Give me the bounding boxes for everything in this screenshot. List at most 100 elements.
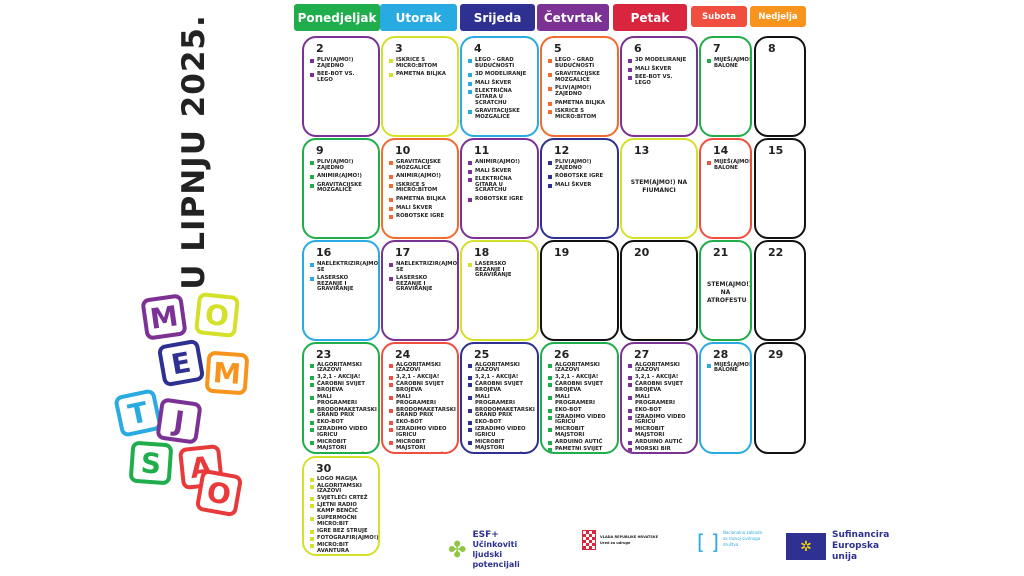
day-cell[interactable]: 26 ALGORITAMSKI IZAZOVI 3,2,1 - AKCIJA! ČAR…	[540, 342, 619, 454]
day-number: 2	[316, 42, 324, 55]
bullet-square-icon	[389, 263, 393, 267]
day-cell[interactable]: 23 ALGORITAMSKI IZAZOVI 3,2,1 - AKCIJA! ČAR…	[302, 342, 380, 454]
activity-label: EKO-BOT	[475, 419, 502, 426]
day-cell[interactable]: 5 LEGO - GRAD BUDUĆNOSTI GRAVITACIJSKE MOZ…	[540, 36, 619, 137]
day-cell[interactable]: 10 GRAVITACIJSKE MOZGALICE ANIMIR(AJMO!) IS…	[381, 138, 459, 239]
activity-item: BRODOMAKETARSKI GRAND PRIX	[310, 407, 377, 419]
bullet-square-icon	[389, 59, 393, 63]
esf-logo: ✤ ESF+ Učinkoviti ljudski potencijali	[448, 530, 542, 570]
day-number: 10	[395, 144, 411, 157]
activity-label: 3D MODELIRANJE	[475, 71, 527, 78]
day-cell[interactable]: 6 3D MODELIRANJE MALI ŠKVER BEE-BOT VS. LEG…	[620, 36, 698, 137]
logo-letter-block: J	[155, 397, 203, 445]
day-number: 20	[634, 246, 650, 259]
day-number: 21	[713, 246, 729, 259]
day-cell[interactable]: 20	[620, 240, 698, 341]
day-number: 9	[316, 144, 324, 157]
activity-label: EKO-BOT	[396, 419, 423, 426]
activity-label: NAELEKTRIZIR(AJMO!) SE	[317, 261, 380, 273]
bullet-square-icon	[628, 59, 632, 63]
day-cell[interactable]: 21 STEM(AJMO!) NA ATROFESTU	[699, 240, 752, 341]
zaklada-text: Nacionalna zaklada za razvoj civilnoga d…	[722, 530, 762, 547]
day-number: 7	[713, 42, 721, 55]
activity-item: ELEKTRIČNA GITARA U SCRATCHU	[468, 89, 531, 106]
esf-subtitle: Učinkoviti ljudski potencijali	[472, 540, 520, 569]
activity-label: MALI PROGRAMERI	[475, 393, 515, 406]
zaklada-logo: [ ] Nacionalna zaklada za razvoj civilno…	[697, 530, 763, 554]
bullet-square-icon	[468, 363, 472, 368]
activity-label: MICROBIT MAJSTORI	[396, 439, 426, 451]
activity-label: ISKRICE S MICRO:BITOM	[396, 57, 438, 69]
day-cell[interactable]: 19	[540, 240, 619, 341]
bullet-square-icon	[628, 428, 632, 433]
activity-label: EKO-BOT	[635, 406, 662, 413]
activity-item: MORSKI BIR KREATIVE	[628, 446, 690, 452]
day-cell[interactable]: 3 ISKRICE S MICRO:BITOM PAMETNA BILJKA	[381, 36, 459, 137]
activity-item: ALGORITAMSKI IZAZOVI	[628, 362, 690, 374]
day-cell[interactable]: 17 NAELEKTRIZIR(AJMO!) SE LASERSKO REZANJE…	[381, 240, 459, 341]
activity-item: PAMETNA BILJKA	[389, 196, 451, 203]
bullet-square-icon	[310, 441, 314, 446]
day-number: 19	[554, 246, 570, 259]
activity-item: ALGORITAMSKI IZAZOVI	[310, 361, 372, 374]
weekday-4: Petak	[613, 4, 687, 31]
day-number: 3	[395, 42, 403, 55]
activity-item: ARDUINO AUTIĆ	[389, 453, 451, 454]
day-cell[interactable]: 9 PLIV(AJMO!) ZAJEDNO ANIMIR(AJMO!) GRAVITA…	[302, 138, 380, 239]
bullet-square-icon	[389, 421, 393, 426]
bullet-square-icon	[310, 517, 314, 522]
bullet-square-icon	[548, 428, 552, 433]
day-cell[interactable]: 14 MIJEŠ(AJMO!) BALONE	[699, 138, 752, 239]
day-cell[interactable]: 4 LEGO - GRAD BUDUĆNOSTI 3D MODELIRANJE MAL…	[460, 36, 539, 137]
day-cell[interactable]: 30 LOGO MAGIJA ALGORITAMSKI IZAZOVI SVJETLE…	[302, 456, 380, 556]
day-cell[interactable]: 29	[754, 342, 806, 454]
croatian-coat-of-arms-icon	[582, 530, 596, 550]
bullet-square-icon	[707, 363, 711, 368]
bullet-square-icon	[310, 183, 314, 188]
bullet-square-icon	[468, 428, 472, 433]
day-cell[interactable]: 11 ANIMIR(AJMO!) MALI ŠKVER ELEKTRIČNA GITA…	[460, 138, 539, 239]
bullet-square-icon	[389, 197, 393, 202]
day-cell[interactable]: 25 ALGORITAMSKI IZAZOVI 3,2,1 - AKCIJA! ČAR…	[460, 342, 539, 454]
activity-label: MALI PROGRAMERI	[635, 393, 675, 406]
day-cell[interactable]: 2 PLIV(AJMO!) ZAJEDNO BEE-BOT VS. LEGO	[302, 36, 380, 137]
activity-item: MIJEŠ(AJMO!) BALONE	[707, 362, 750, 374]
logo-letter-block: S	[128, 440, 174, 486]
bullet-square-icon	[389, 175, 393, 180]
activity-item: ČAROBNI SVIJET BROJEVA	[389, 381, 451, 393]
day-cell[interactable]: 15	[754, 138, 806, 239]
bullet-square-icon	[389, 395, 393, 400]
bullet-square-icon	[389, 428, 393, 433]
bullet-square-icon	[548, 110, 552, 115]
activity-label: GRAVITACIJSKE MOZGALICE	[475, 108, 520, 120]
activity-label: ALGORITAMSKI IZAZOVI	[317, 361, 362, 374]
activity-label: ANIMIR(AJMO!)	[317, 173, 362, 180]
activity-label: IZRADIMO VIDEO IGRICU	[317, 426, 368, 439]
activity-label: LOGO MAGIJA	[317, 475, 358, 482]
bullet-square-icon	[548, 175, 552, 180]
bullet-square-icon	[548, 383, 552, 388]
day-cell[interactable]: 18 LASERSKO REZANJE I GRAVIRANJE	[460, 240, 539, 341]
bullet-square-icon	[389, 441, 393, 446]
activity-item: EKO-BOT	[628, 406, 690, 414]
day-number: 8	[768, 42, 776, 55]
day-cell[interactable]: 22	[754, 240, 806, 341]
activity-label: ALGORITAMSKI IZAZOVI	[317, 482, 362, 495]
day-cell[interactable]: 24 ALGORITAMSKI IZAZOVI 3,2,1 - AKCIJA! ČAR…	[381, 342, 459, 454]
activity-label: ANIMIR(AJMO!)	[475, 159, 520, 165]
activity-label: MALI ŠKVER	[475, 79, 512, 86]
esf-title: ESF+	[472, 530, 499, 540]
day-cell[interactable]: 12 PLIV(AJMO!) ZAJEDNO ROBOTSKE IGRE MALI Š…	[540, 138, 619, 239]
day-cell[interactable]: 27 ALGORITAMSKI IZAZOVI 3,2,1 - AKCIJA! ČAR…	[620, 342, 698, 454]
activity-item: GRAVITACIJSKE MOZGALICE	[310, 182, 372, 194]
day-cell[interactable]: 7 MIJEŠ(AJMO!) BALONE	[699, 36, 752, 137]
bullet-square-icon	[468, 441, 472, 446]
day-cell[interactable]: 28 MIJEŠ(AJMO!) BALONE	[699, 342, 752, 454]
day-cell[interactable]: 13 STEM(AJMO!) NA FIUMANCI	[620, 138, 698, 239]
day-cell[interactable]: 16 NAELEKTRIZIR(AJMO!) SE LASERSKO REZANJE…	[302, 240, 380, 341]
day-number: 6	[634, 42, 642, 55]
activity-item: LEGO - GRAD BUDUĆNOSTI	[468, 57, 531, 69]
activity-label: ISKRICE S MICRO:BITOM	[555, 108, 597, 120]
day-cell[interactable]: 8	[754, 36, 806, 137]
day-number: 17	[395, 246, 411, 259]
